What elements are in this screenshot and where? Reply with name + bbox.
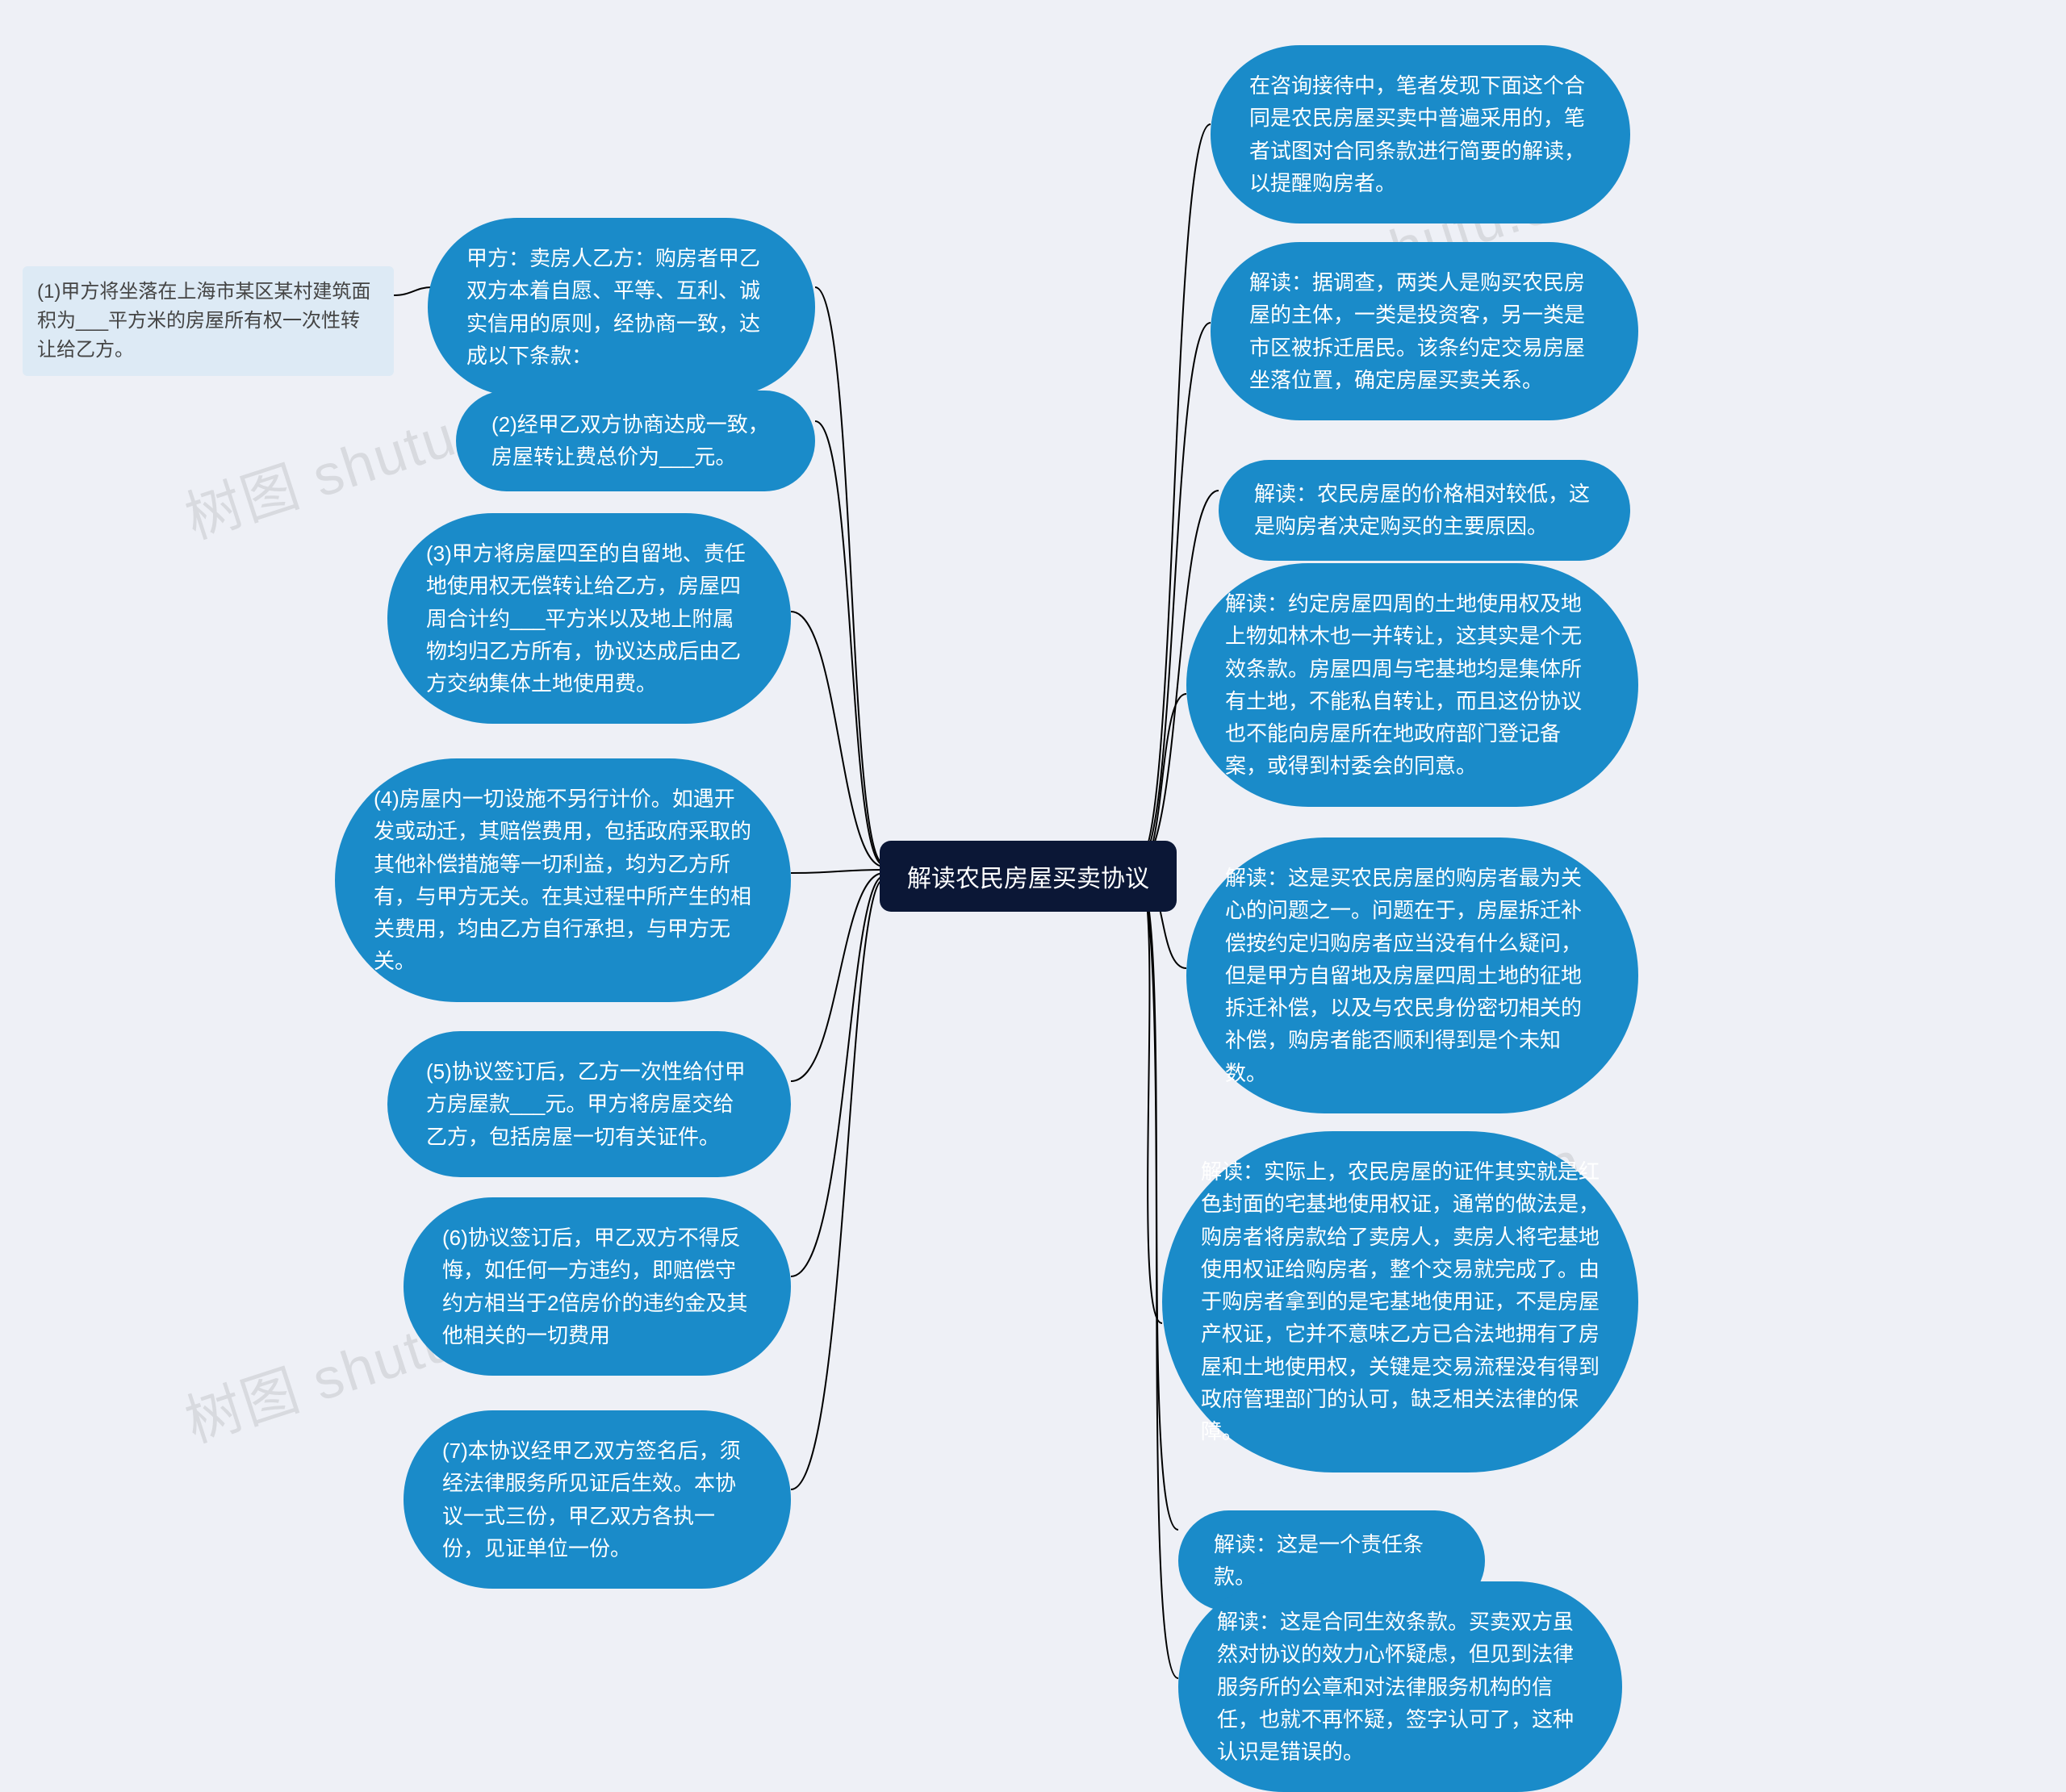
left-node-1[interactable]: 甲方：卖房人乙方：购房者甲乙双方本着自愿、平等、互利、诚实信用的原则，经协商一致… [428, 218, 815, 396]
left-node-6[interactable]: (6)协议签订后，甲乙双方不得反悔，如任何一方违约，即赔偿守约方相当于2倍房价的… [404, 1197, 791, 1376]
right-node-3[interactable]: 解读：农民房屋的价格相对较低，这是购房者决定购买的主要原因。 [1219, 460, 1630, 561]
left-node-7[interactable]: (7)本协议经甲乙双方签名后，须经法律服务所见证后生效。本协议一式三份，甲乙双方… [404, 1410, 791, 1589]
left-node-4[interactable]: (4)房屋内一切设施不另行计价。如遇开发或动迁，其赔偿费用，包括政府采取的其他补… [335, 758, 791, 1002]
left-node-2[interactable]: (2)经甲乙双方协商达成一致，房屋转让费总价为___元。 [456, 391, 815, 491]
right-node-5[interactable]: 解读：这是买农民房屋的购房者最为关心的问题之一。问题在于，房屋拆迁补偿按约定归购… [1186, 838, 1638, 1113]
right-node-2[interactable]: 解读：据调查，两类人是购买农民房屋的主体，一类是投资客，另一类是市区被拆迁居民。… [1211, 242, 1638, 420]
right-node-6[interactable]: 解读：实际上，农民房屋的证件其实就是红色封面的宅基地使用权证，通常的做法是，购房… [1162, 1131, 1638, 1472]
left-node-3[interactable]: (3)甲方将房屋四至的自留地、责任地使用权无偿转让给乙方，房屋四周合计约___平… [387, 513, 791, 724]
center-topic[interactable]: 解读农民房屋买卖协议 [880, 841, 1177, 912]
right-node-4[interactable]: 解读：约定房屋四周的土地使用权及地上物如林木也一并转让，这其实是个无效条款。房屋… [1186, 563, 1638, 807]
left-node-1-leaf[interactable]: (1)甲方将坐落在上海市某区某村建筑面积为___平方米的房屋所有权一次性转让给乙… [23, 266, 394, 376]
left-node-5[interactable]: (5)协议签订后，乙方一次性给付甲方房屋款___元。甲方将房屋交给乙方，包括房屋… [387, 1031, 791, 1177]
right-node-1[interactable]: 在咨询接待中，笔者发现下面这个合同是农民房屋买卖中普遍采用的，笔者试图对合同条款… [1211, 45, 1630, 223]
right-node-8[interactable]: 解读：这是合同生效条款。买卖双方虽然对协议的效力心怀疑虑，但见到法律服务所的公章… [1178, 1581, 1622, 1792]
